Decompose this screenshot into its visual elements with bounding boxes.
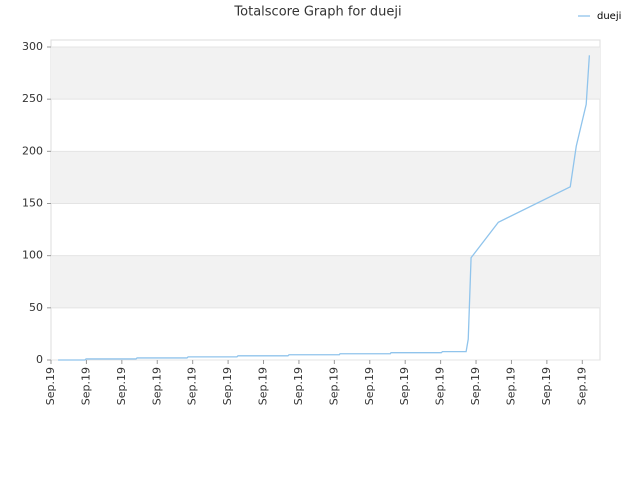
y-tick-label: 250 <box>22 92 43 105</box>
grid-band <box>51 151 600 204</box>
x-tick-label: Sep.19 <box>44 367 57 405</box>
x-tick-label: Sep.19 <box>504 367 517 405</box>
x-tick-label: Sep.19 <box>221 367 234 405</box>
grid-band <box>51 255 600 308</box>
chart-title: Totalscore Graph for dueji <box>233 5 401 20</box>
line <box>58 55 591 361</box>
x-tick-label: Sep.19 <box>398 367 411 405</box>
x-tick-label: Sep.19 <box>575 367 588 405</box>
x-tick-label: Sep.19 <box>292 367 305 405</box>
x-tick-label: Sep.19 <box>257 367 270 405</box>
y-tick-label: 0 <box>36 353 43 366</box>
legend-label: dueji <box>597 11 621 22</box>
y-tick-label: 200 <box>22 144 43 157</box>
x-tick-label: Sep.19 <box>79 367 92 405</box>
x-tick-label: Sep.19 <box>434 367 447 405</box>
x-tick-label: Sep.19 <box>469 367 482 405</box>
x-tick-label: Sep.19 <box>363 367 376 405</box>
x-tick-label: Sep.19 <box>186 367 199 405</box>
grid-band <box>51 46 600 100</box>
y-tick-label: 50 <box>29 301 43 314</box>
y-tick-label: 300 <box>22 40 43 53</box>
y-tick-label: 150 <box>22 196 43 209</box>
x-tick-label: Sep.19 <box>540 367 553 405</box>
x-tick-label: Sep.19 <box>327 367 340 405</box>
x-tick-label: Sep.19 <box>150 367 163 405</box>
y-tick-label: 100 <box>22 249 43 262</box>
x-tick-label: Sep.19 <box>115 367 128 405</box>
